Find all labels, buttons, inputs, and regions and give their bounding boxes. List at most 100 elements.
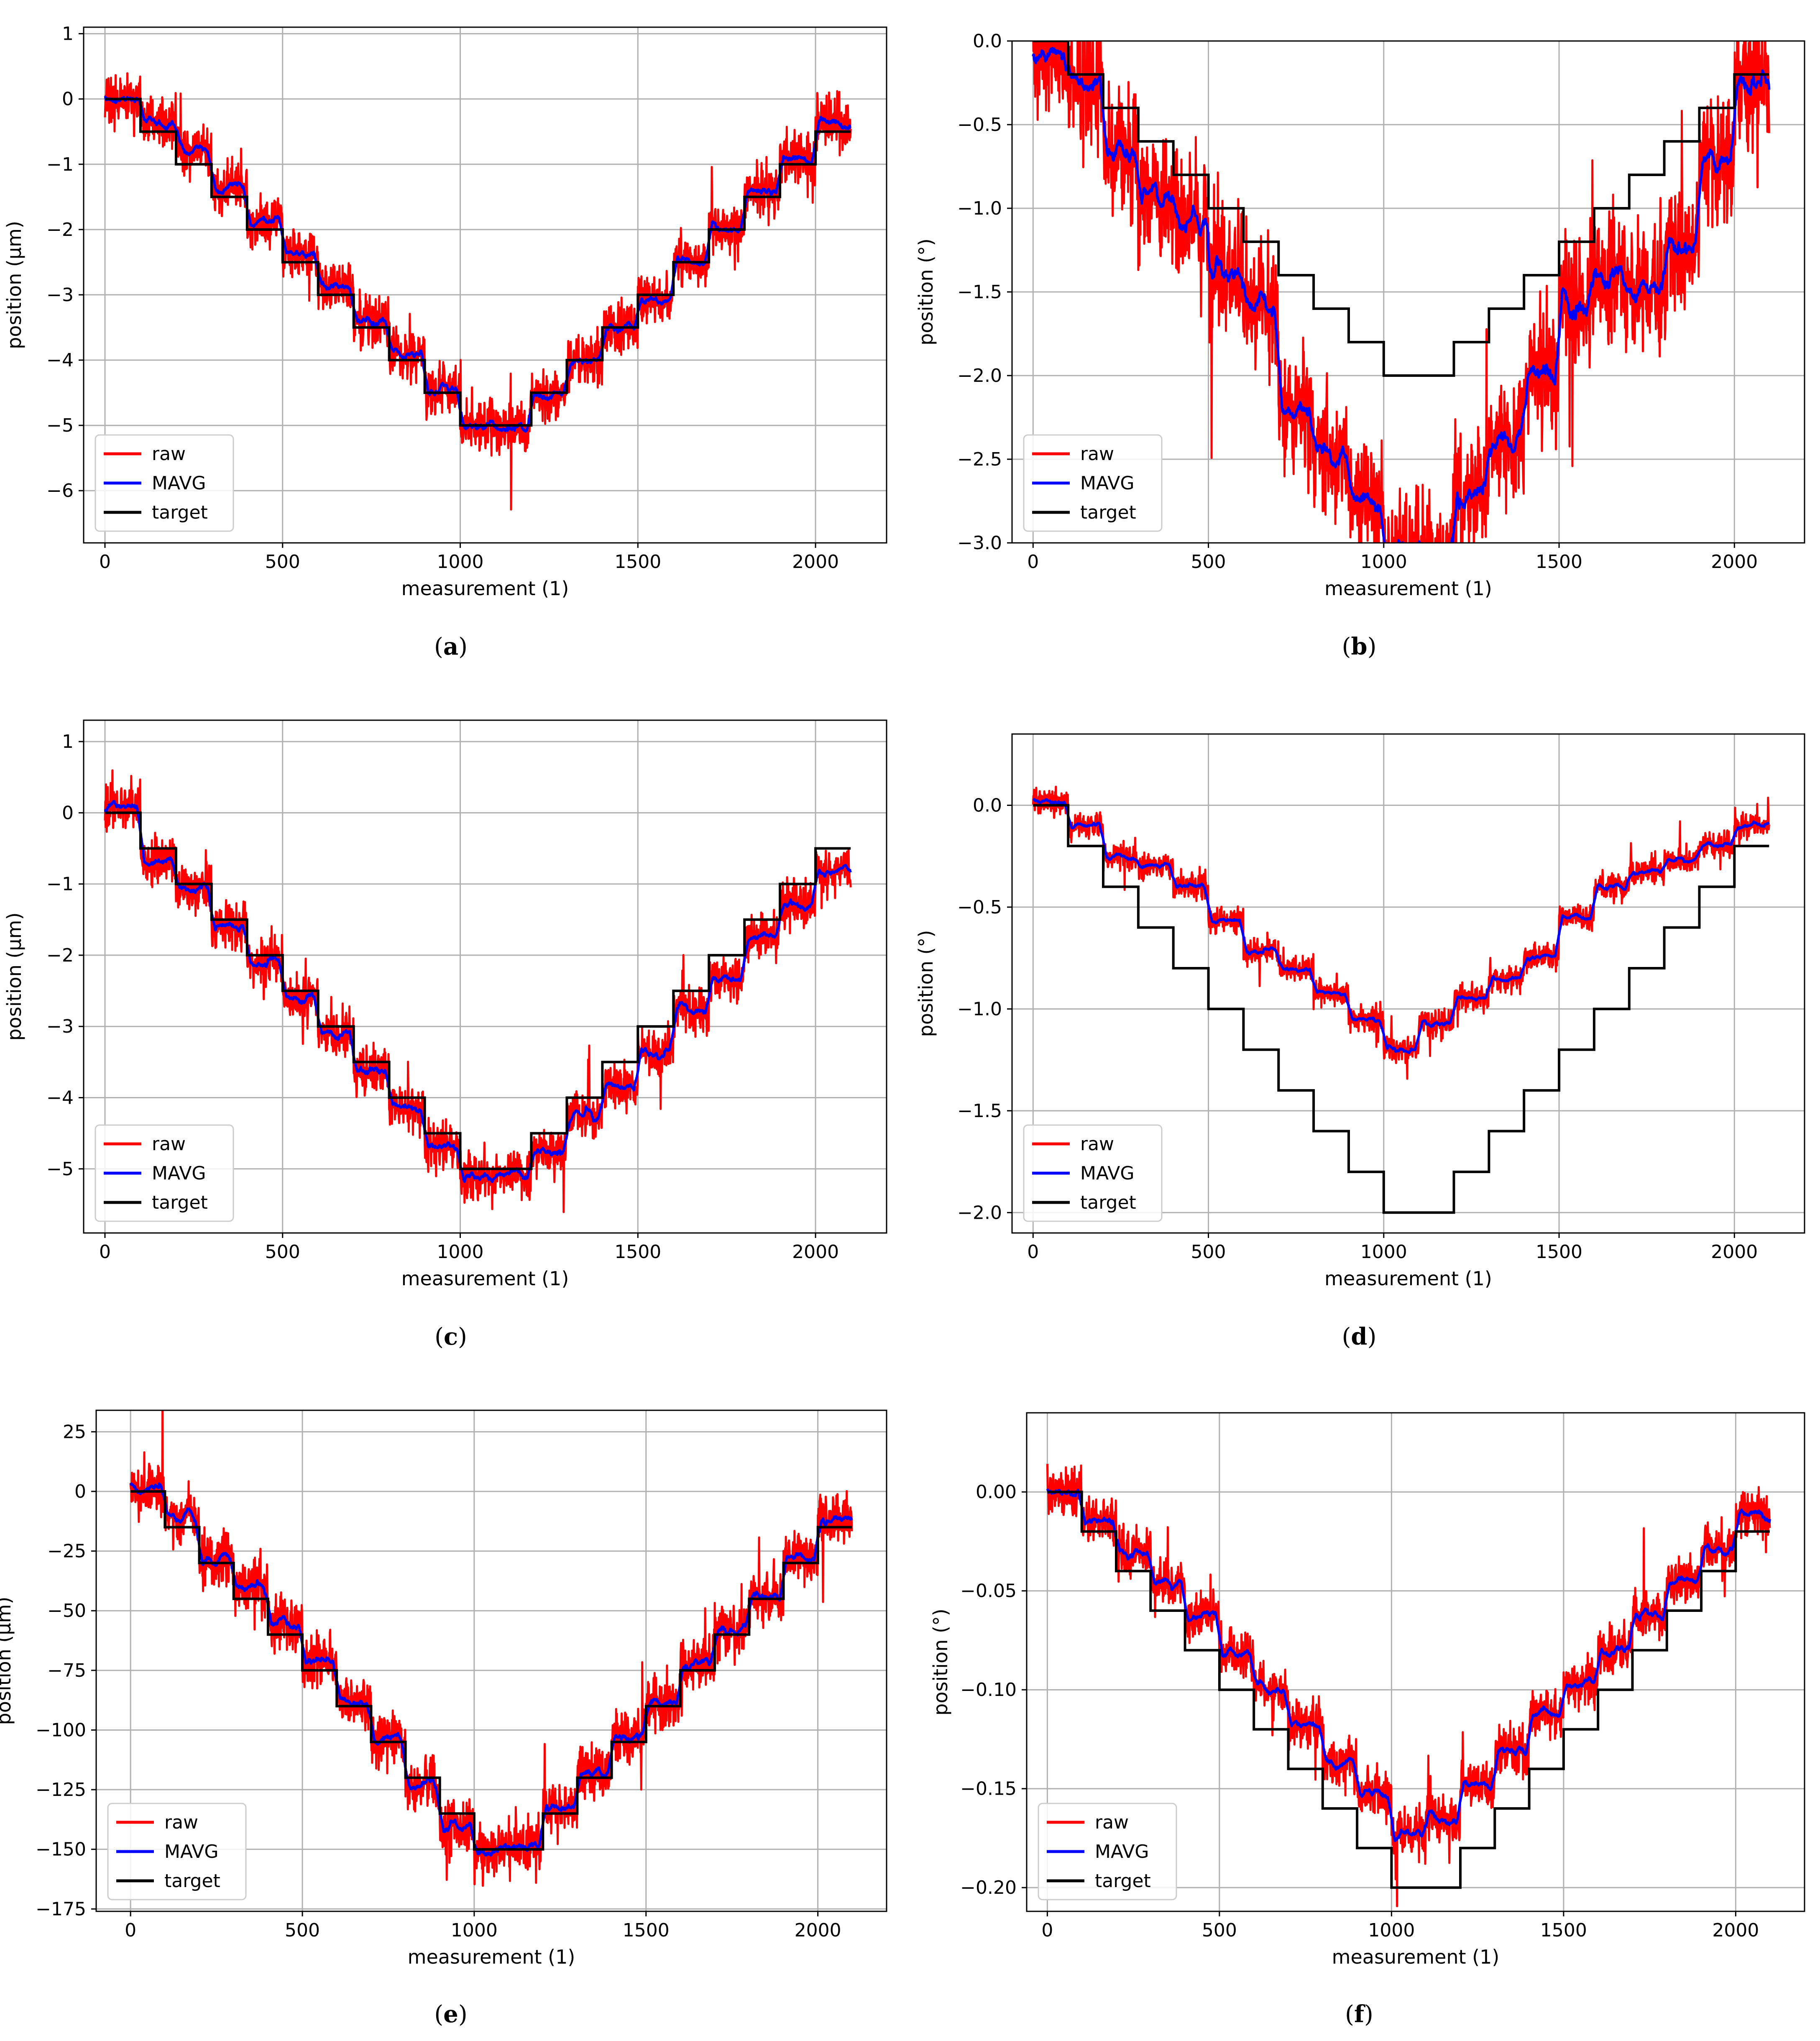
y-tick-label: −1.0: [957, 998, 1002, 1020]
y-tick-label: −75: [47, 1660, 86, 1681]
legend: raw MAVG target: [1023, 434, 1163, 532]
y-tick-label: −50: [47, 1600, 86, 1622]
subplot-caption: (c): [435, 1323, 467, 1350]
series-mavg-line: [104, 800, 852, 1183]
y-tick-label: 0: [62, 89, 74, 110]
series-mavg-line: [104, 95, 852, 433]
legend-label-raw: raw: [152, 1133, 186, 1155]
legend-label-raw: raw: [1080, 1133, 1114, 1155]
x-tick-label: 500: [285, 1920, 320, 1941]
legend-box: [95, 1124, 234, 1222]
legend-label-mavg: MAVG: [164, 1841, 218, 1862]
x-tick-label: 1500: [614, 551, 661, 573]
y-tick-label: −2.0: [957, 1202, 1002, 1223]
x-tick-label: 0: [99, 1241, 111, 1263]
y-tick-label: 0: [62, 802, 74, 824]
y-tick-label: 1: [62, 23, 74, 45]
plot-area: [1032, 41, 1771, 543]
x-tick-label: 2000: [792, 551, 839, 573]
series-target-line: [105, 97, 851, 427]
x-tick-label: 0: [1027, 551, 1039, 573]
y-tick-label: −2.5: [957, 449, 1002, 470]
series-target-line: [1033, 804, 1769, 1214]
y-tick-label: −0.20: [960, 1877, 1017, 1898]
legend-box: [1023, 434, 1163, 532]
subplot-a: 0 500 1000 1500 2000 1 0 −1 −2 −3 −4 −5 −6 measuremen…: [3, 23, 887, 660]
x-tick-label: 1000: [451, 1920, 498, 1941]
y-tick-label: −1.0: [957, 198, 1002, 219]
legend-label-mavg: MAVG: [152, 1163, 206, 1184]
x-tick-label: 500: [1191, 1241, 1226, 1263]
legend-label-raw: raw: [1080, 443, 1114, 465]
y-tick-label: −1.5: [957, 281, 1002, 303]
y-tick-label: −6: [46, 480, 74, 501]
y-tick-label: −175: [36, 1898, 86, 1920]
subplot-f: 0 500 1000 1500 2000 0.00 −0.05 −0.10 −0.15 −0.20…: [929, 1412, 1805, 2028]
x-tick-label: 500: [1202, 1920, 1237, 1941]
x-tick-label: 1000: [1360, 1241, 1407, 1263]
x-tick-label: 1000: [1360, 551, 1407, 573]
x-axis-label: measurement (1): [408, 1946, 575, 1968]
legend: raw MAVG target: [95, 1124, 234, 1222]
series-raw-line: [1046, 1464, 1771, 1908]
y-tick-label: −2: [46, 219, 74, 240]
x-tick-label: 0: [125, 1920, 136, 1941]
axes-frame: [83, 26, 887, 544]
y-tick-label: −3: [46, 284, 74, 306]
x-axis-label: measurement (1): [1324, 1267, 1492, 1290]
plot-area: [129, 1410, 853, 1887]
y-tick-label: −0.10: [960, 1679, 1017, 1701]
legend-label-mavg: MAVG: [152, 473, 206, 494]
legend-box: [107, 1803, 247, 1900]
y-axis-label: position (µm): [0, 1597, 15, 1725]
x-axis-label: measurement (1): [401, 577, 569, 600]
x-tick-label: 500: [265, 1241, 300, 1263]
x-tick-label: 1500: [1540, 1920, 1587, 1941]
axes-frame: [1026, 1412, 1805, 1912]
legend: raw MAVG target: [1023, 1124, 1163, 1222]
y-tick-label: −0.5: [957, 897, 1002, 918]
subplot-e: 0 500 1000 1500 2000 25 0 −25 −50 −75 −100 −125 −150…: [0, 1409, 887, 2028]
y-tick-label: −2: [46, 945, 74, 966]
y-tick-label: 0: [74, 1481, 86, 1502]
y-tick-label: 1: [62, 731, 74, 752]
axes-frame: [1011, 733, 1805, 1234]
y-tick-label: 0.0: [973, 31, 1002, 52]
legend-box: [95, 434, 234, 532]
series-mavg-line: [1032, 47, 1771, 543]
subplot-caption: (a): [434, 633, 468, 660]
y-tick-label: −5: [46, 1159, 74, 1180]
series-target-line: [1047, 1491, 1770, 1889]
y-tick-label: −4: [46, 1087, 74, 1108]
x-tick-label: 1500: [614, 1241, 661, 1263]
legend-label-target: target: [152, 1192, 208, 1213]
plot-area: [104, 72, 852, 511]
legend-label-raw: raw: [152, 443, 186, 465]
legend-label-target: target: [1080, 502, 1136, 523]
axes-frame: [83, 719, 887, 1234]
legend-label-target: target: [164, 1870, 220, 1892]
y-tick-label: −0.5: [957, 114, 1002, 136]
x-tick-label: 2000: [795, 1920, 841, 1941]
legend-label-raw: raw: [1095, 1812, 1129, 1833]
y-tick-label: −4: [46, 350, 74, 371]
legend-box: [1038, 1803, 1177, 1900]
subplot-b: 0 500 1000 1500 2000 0.0 −0.5 −1.0 −1.5 −2.0 −2.5 −…: [915, 31, 1805, 660]
legend-label-raw: raw: [164, 1812, 198, 1833]
y-axis-label: position (µm): [3, 913, 26, 1041]
x-axis-label: measurement (1): [1332, 1946, 1500, 1968]
series-raw-line: [1032, 785, 1770, 1080]
x-tick-label: 0: [1027, 1241, 1039, 1263]
x-tick-label: 1000: [1368, 1920, 1415, 1941]
y-axis-label: position (°): [929, 1609, 952, 1716]
x-tick-label: 0: [1041, 1920, 1053, 1941]
subplot-d: 0 500 1000 1500 2000 0.0 −0.5 −1.0 −1.5 −2.0 measu…: [915, 733, 1805, 1350]
series-target-line: [1033, 41, 1769, 377]
x-tick-label: 1000: [437, 551, 484, 573]
subplot-caption: (b): [1342, 633, 1377, 660]
plot-area: [1046, 1464, 1771, 1908]
y-tick-label: −1.5: [957, 1100, 1002, 1122]
x-tick-label: 2000: [1712, 1920, 1759, 1941]
legend-label-target: target: [152, 502, 208, 523]
